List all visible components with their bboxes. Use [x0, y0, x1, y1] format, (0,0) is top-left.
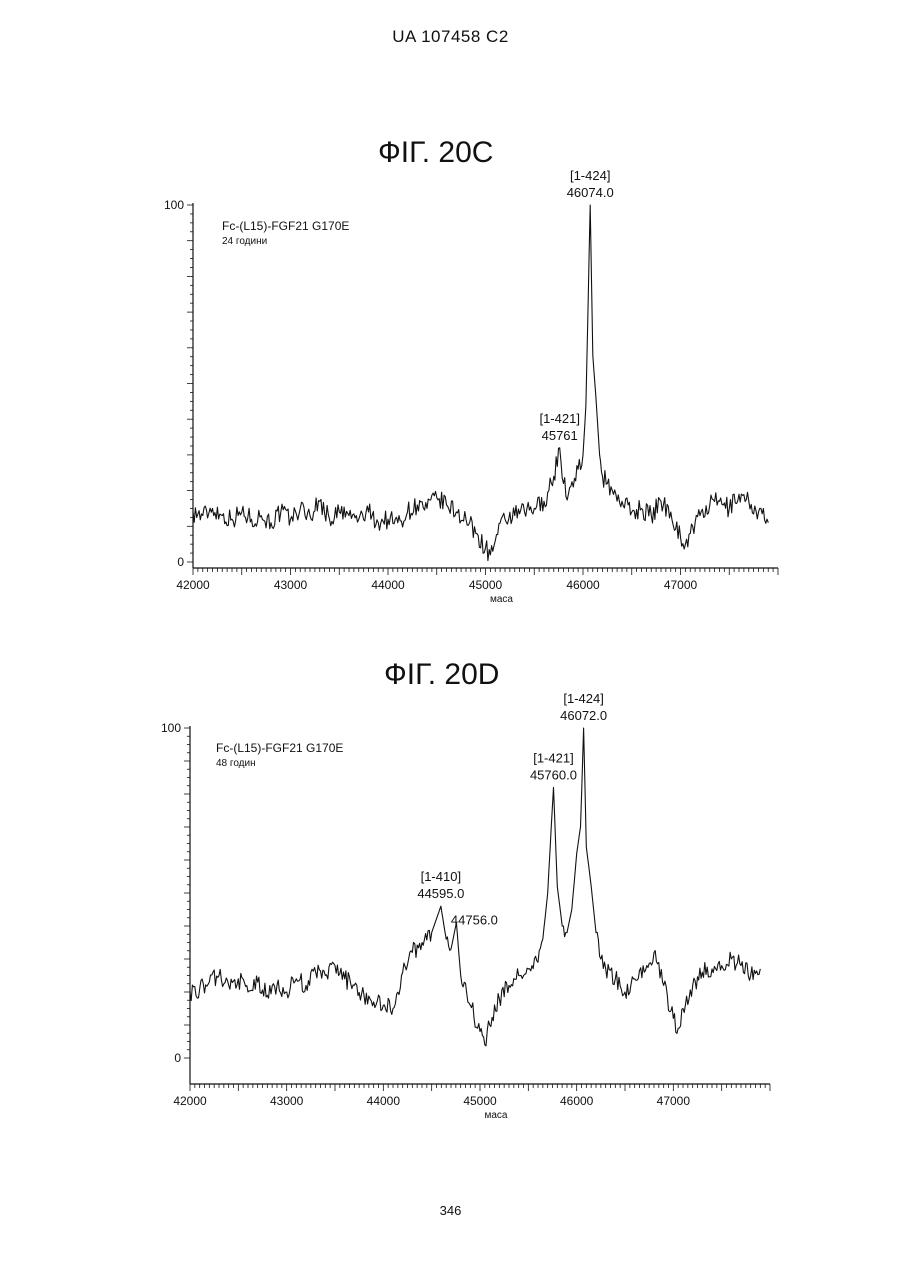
peak-value-label: 44756.0 — [451, 913, 498, 928]
y-tick-label: 0 — [174, 1051, 181, 1065]
y-tick-label: 100 — [161, 721, 181, 735]
x-tick-label: 42000 — [173, 1094, 207, 1108]
x-axis-title: маса — [485, 1110, 508, 1121]
peak-range-label: [1-421] — [533, 750, 573, 765]
spectrum-trace — [190, 728, 760, 1046]
x-tick-label: 43000 — [270, 1094, 304, 1108]
peak-range-label: [1-424] — [563, 691, 603, 706]
x-tick-label: 47000 — [657, 1094, 691, 1108]
legend-time-condition: 48 годин — [216, 758, 256, 769]
x-tick-label: 46000 — [560, 1094, 594, 1108]
peak-value-label: 46072.0 — [560, 708, 607, 723]
peak-range-label: [1-410] — [421, 869, 461, 884]
page-number: 346 — [0, 1203, 901, 1218]
spectrum-chart-20d: 0 100 42000 43000 44000 45000 46000 47000 маса Fc… — [0, 0, 901, 1180]
legend-sample-name: Fc-(L15)-FGF21 G170E — [216, 741, 343, 755]
x-tick-label: 45000 — [463, 1094, 497, 1108]
peak-value-label: 45760.0 — [530, 767, 577, 782]
x-tick-label: 44000 — [367, 1094, 401, 1108]
peak-value-label: 44595.0 — [417, 886, 464, 901]
